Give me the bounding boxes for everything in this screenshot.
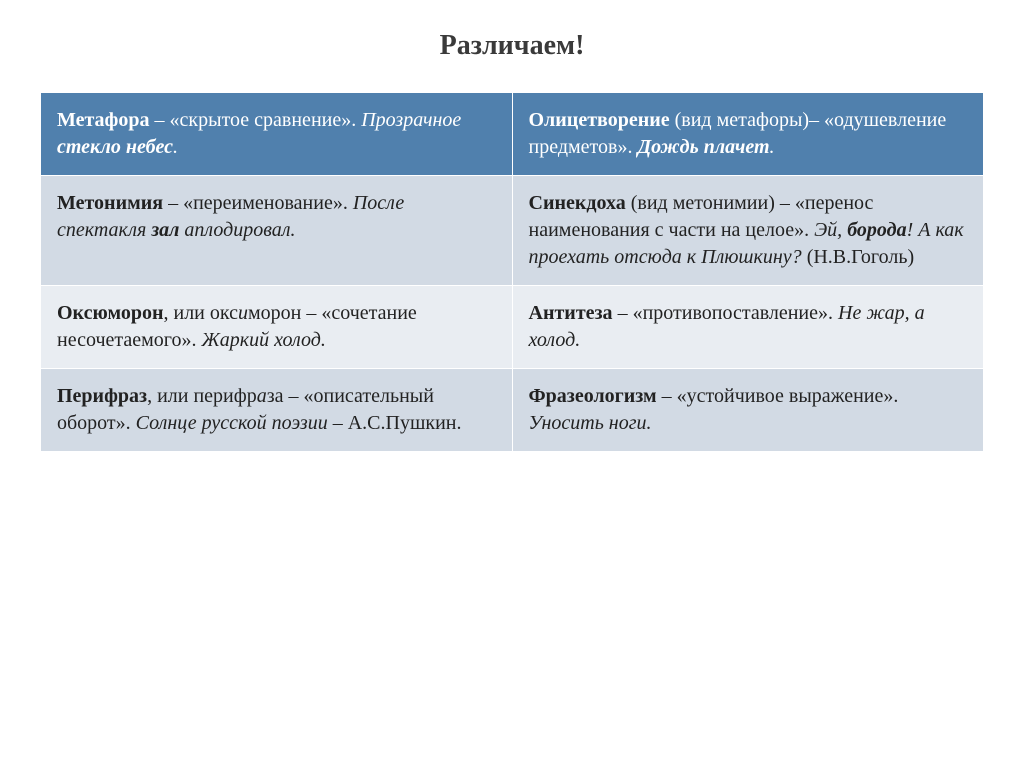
example-suffix: аплодировал.	[179, 219, 295, 241]
cell-oxymoron: Оксюморон, или оксиморон – «сочетание не…	[41, 286, 513, 369]
example-prefix: Прозрачное	[361, 109, 461, 131]
table-row: Оксюморон, или оксиморон – «сочетание не…	[41, 286, 984, 369]
table-row: Метонимия – «переименование». После спек…	[41, 176, 984, 286]
cell-antithesis: Антитеза – «противопоставление». Не жар,…	[512, 286, 984, 369]
definition: – «скрытое сравнение».	[150, 109, 362, 131]
definition-prefix: , или окс	[163, 302, 237, 324]
definition-stress: и	[238, 302, 248, 324]
term: Фразеологизм	[529, 385, 657, 407]
definition-after-example: – А.С.Пушкин.	[328, 412, 462, 434]
term: Метафора	[57, 109, 150, 131]
term: Оксюморон	[57, 302, 163, 324]
term: Антитеза	[529, 302, 613, 324]
example-key: стекло небес	[57, 136, 173, 158]
example-source: (Н.В.Гоголь)	[802, 246, 914, 268]
definition-stress: а	[257, 385, 267, 407]
example-prefix: Эй,	[814, 219, 847, 241]
term: Синекдоха	[529, 192, 626, 214]
term: Олицетворение	[529, 109, 670, 131]
example: Жаркий холод.	[201, 329, 325, 351]
cell-synecdoche: Синекдоха (вид метонимии) – «перенос наи…	[512, 176, 984, 286]
table-row: Перифраз, или перифраза – «описательный …	[41, 369, 984, 452]
definition: – «переименование».	[163, 192, 353, 214]
definition: – «противопоставление».	[613, 302, 838, 324]
cell-metonymy: Метонимия – «переименование». После спек…	[41, 176, 513, 286]
example-key: борода	[847, 219, 906, 241]
term: Метонимия	[57, 192, 163, 214]
cell-personification: Олицетворение (вид метафоры)– «одушевлен…	[512, 93, 984, 176]
example: Уносить ноги.	[529, 412, 652, 434]
cell-phraseologism: Фразеологизм – «устойчивое выражение». У…	[512, 369, 984, 452]
cell-metaphor: Метафора – «скрытое сравнение». Прозрачн…	[41, 93, 513, 176]
example-key: Дождь плачет	[637, 136, 769, 158]
example: Солнце русской поэзии	[136, 412, 328, 434]
comparison-table: Метафора – «скрытое сравнение». Прозрачн…	[40, 92, 984, 452]
page-title: Различаем!	[40, 30, 984, 62]
term: Перифраз	[57, 385, 147, 407]
definition-prefix: , или перифр	[147, 385, 257, 407]
example-suffix: .	[770, 136, 775, 158]
cell-periphrasis: Перифраз, или перифраза – «описательный …	[41, 369, 513, 452]
definition: – «устойчивое выражение».	[657, 385, 899, 407]
table-row: Метафора – «скрытое сравнение». Прозрачн…	[41, 93, 984, 176]
example-key: зал	[151, 219, 179, 241]
example-suffix: .	[173, 136, 178, 158]
